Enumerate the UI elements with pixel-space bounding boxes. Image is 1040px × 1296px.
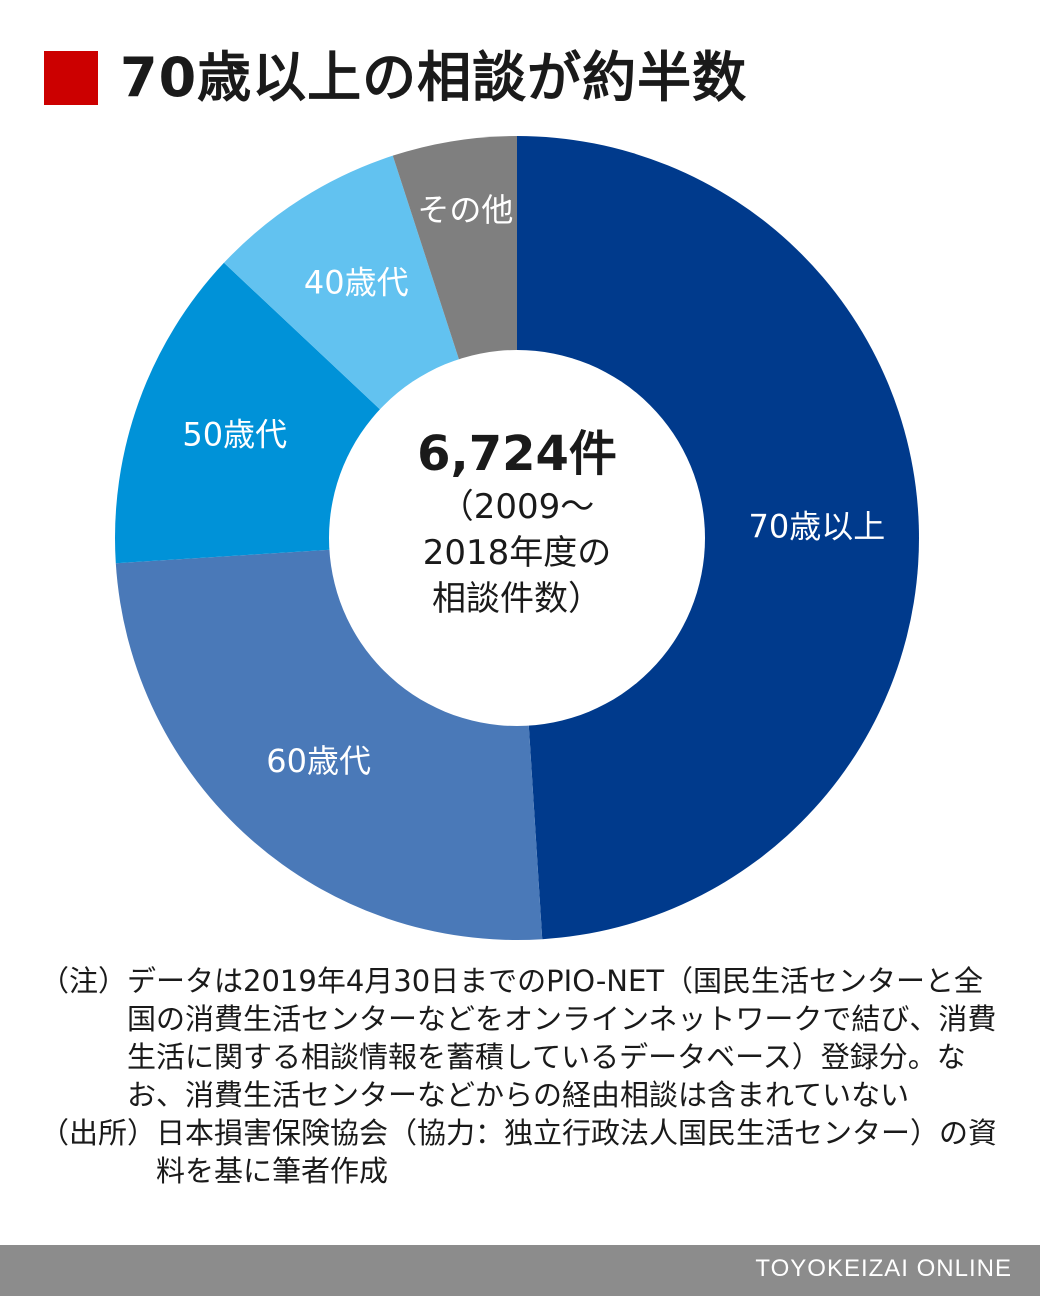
center-line: 2018年度の [422,533,612,573]
source-text: 日本損害保険協会（協力：独立行政法人国民生活センター）の資料を基に筆者作成 [156,1116,998,1188]
title-marker-icon [44,51,98,105]
center-line: 相談件数） [432,579,602,619]
footer-brand: TOYOKEIZAI ONLINE [755,1255,1012,1282]
chart-title: 70歳以上の相談が約半数 [120,46,748,109]
title-row: 70歳以上の相談が約半数 [44,42,747,114]
slice-label: 50歳代 [182,415,287,453]
chart-center-label: 6,724件 （2009～ 2018年度の 相談件数） [332,424,702,622]
note-label: （注） [40,964,128,998]
slice-label: その他 [417,191,513,229]
center-total: 6,724件 [417,426,617,482]
slice-label: 40歳代 [304,264,409,302]
footer-bar: TOYOKEIZAI ONLINE [0,1245,1040,1296]
notes: （注） データは2019年4月30日までのPIO-NET（国民生活センターと全国… [40,962,1010,1190]
donut-hole [329,350,705,726]
note-text: データは2019年4月30日までのPIO-NET（国民生活センターと全国の消費生… [127,964,997,1112]
slice-label: 60歳代 [266,742,371,780]
source-label: （出所） [40,1116,157,1150]
pie-slice [517,136,919,940]
slice-label: 70歳以上 [748,508,885,546]
center-line: （2009～ [439,487,595,527]
note-item: （注） データは2019年4月30日までのPIO-NET（国民生活センターと全国… [40,962,1010,1114]
note-item: （出所） 日本損害保険協会（協力：独立行政法人国民生活センター）の資料を基に筆者… [40,1114,1010,1190]
